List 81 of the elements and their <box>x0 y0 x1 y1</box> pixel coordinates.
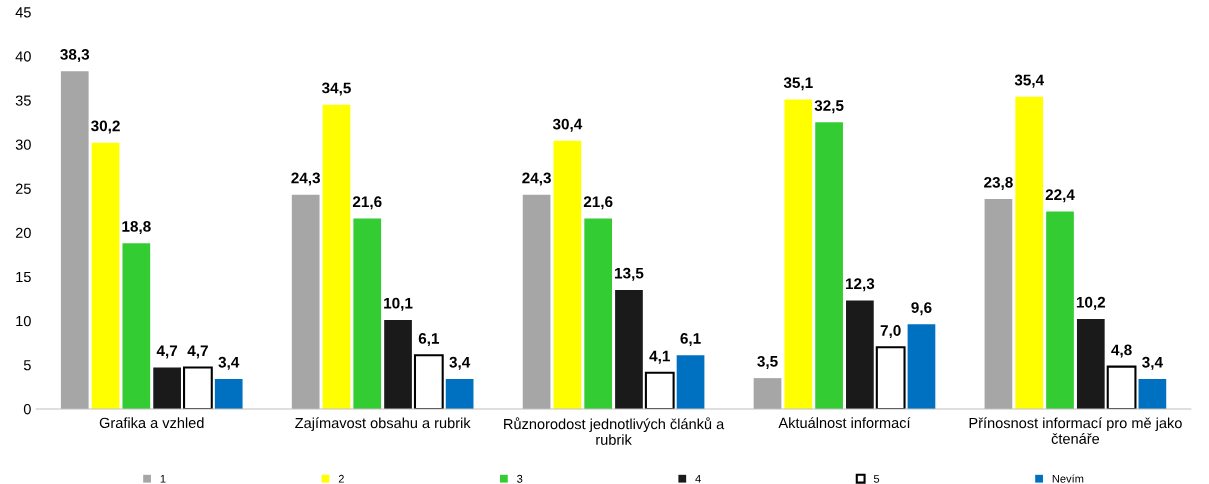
data-label: 6,1 <box>418 333 440 347</box>
data-label: 3,4 <box>449 356 471 370</box>
data-label: 32,5 <box>814 100 844 114</box>
data-label: 9,6 <box>911 302 932 316</box>
bar <box>214 378 243 409</box>
y-tick-label: 35 <box>15 95 31 106</box>
y-tick-label: 20 <box>15 227 31 239</box>
bar <box>984 199 1013 409</box>
bar <box>644 371 675 409</box>
data-label: 24,3 <box>291 172 320 186</box>
y-tick-label: 40 <box>15 51 31 62</box>
bar <box>384 319 412 409</box>
bar <box>122 243 151 409</box>
data-label: 3,4 <box>1142 356 1163 370</box>
data-label: 10,1 <box>384 297 413 311</box>
data-label: 35,4 <box>1014 74 1045 88</box>
y-tick-label: 25 <box>15 183 31 194</box>
bar <box>445 378 474 409</box>
x-tick-label: Různorodost jednotlivých článků a rubrik <box>504 417 725 445</box>
bar <box>183 366 213 409</box>
data-label: 4,7 <box>187 345 208 359</box>
data-label: 35,1 <box>783 77 813 91</box>
bar <box>1138 378 1167 409</box>
x-tick-label: Zajímavost obsahu a rubrik <box>295 417 471 432</box>
bar <box>413 354 444 409</box>
y-tick-label: 30 <box>15 139 31 150</box>
legend-label: 5 <box>873 474 880 483</box>
bar <box>291 194 320 409</box>
bar <box>153 367 181 409</box>
data-label: 6,1 <box>680 333 701 347</box>
data-label: 4,7 <box>156 345 178 359</box>
data-label: 24,3 <box>522 172 551 186</box>
y-tick-label: 45 <box>15 7 31 18</box>
data-label: 23,8 <box>984 176 1013 190</box>
data-label: 13,5 <box>615 267 644 281</box>
data-label: 30,2 <box>91 120 120 134</box>
bar <box>322 104 351 409</box>
bar <box>846 300 874 409</box>
legend-label: 3 <box>517 474 523 483</box>
data-label: 3,5 <box>757 355 778 369</box>
data-label: 18,8 <box>122 221 151 235</box>
data-label: 10,2 <box>1076 296 1106 310</box>
data-label: 3,4 <box>218 356 240 370</box>
bar <box>553 140 582 409</box>
data-label: 30,4 <box>552 118 583 132</box>
bar <box>91 142 120 409</box>
data-label: 4,8 <box>1111 344 1132 358</box>
bar <box>522 194 551 409</box>
bar <box>60 71 89 409</box>
x-tick-label: Grafika a vzhled <box>99 417 204 429</box>
bar <box>907 324 936 409</box>
bar <box>353 218 382 409</box>
legend-label: 1 <box>160 474 166 483</box>
bar <box>1076 319 1105 409</box>
data-label: 34,5 <box>321 82 351 96</box>
bar <box>1106 365 1137 409</box>
bar <box>1015 96 1044 409</box>
data-label: 7,0 <box>880 325 901 339</box>
data-label: 4,1 <box>649 350 670 364</box>
x-tick-label: Aktuálnost informací <box>778 417 911 429</box>
bar <box>815 122 843 409</box>
data-label: 21,6 <box>352 196 382 210</box>
bar <box>784 99 813 409</box>
data-label: 38,3 <box>60 49 90 63</box>
data-label: 22,4 <box>1045 189 1075 203</box>
y-tick-label: 5 <box>23 360 31 371</box>
x-tick-label: Přínosnost informací pro mě jako čtenáře <box>969 417 1182 444</box>
y-tick-label: 0 <box>23 404 31 415</box>
bar <box>1046 211 1074 409</box>
bar <box>676 355 705 409</box>
bar <box>753 378 782 409</box>
bar <box>875 346 906 409</box>
data-label: 21,6 <box>583 196 613 210</box>
legend-label: 2 <box>338 474 344 483</box>
bar <box>584 218 613 409</box>
data-label: 12,3 <box>845 278 875 292</box>
legend-label: 4 <box>695 474 701 483</box>
y-tick-label: 15 <box>16 271 31 283</box>
y-tick-label: 10 <box>16 315 31 327</box>
legend-label: Nevím <box>1052 474 1084 483</box>
bar <box>615 289 643 409</box>
